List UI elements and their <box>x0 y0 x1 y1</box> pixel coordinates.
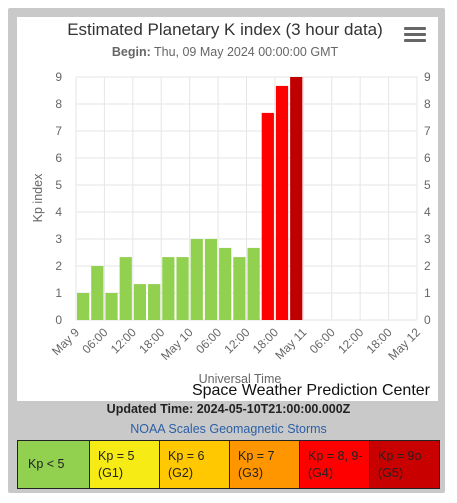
y-tick-label-left: 6 <box>55 151 62 165</box>
chart-title: Estimated Planetary K index (3 hour data… <box>67 20 383 39</box>
y-tick-label-right: 6 <box>424 151 431 165</box>
y-tick-label-left: 9 <box>55 70 62 84</box>
x-tick-label: May 10 <box>158 325 196 363</box>
x-tick-label: 12:00 <box>335 325 366 356</box>
kp-bar <box>119 257 132 320</box>
legend-scale: (G4) <box>308 465 333 480</box>
y-tick-label-right: 7 <box>424 124 431 138</box>
kp-bar <box>247 247 260 320</box>
legend-cell: Kp = 7 (G3) <box>230 441 300 488</box>
y-tick-label-right: 9 <box>424 70 431 84</box>
kp-bar <box>133 284 147 320</box>
y-tick-label-left: 8 <box>55 97 62 111</box>
subtitle-label: Begin: <box>111 45 151 59</box>
kp-bar <box>275 85 289 320</box>
legend-scale: (G1) <box>98 465 123 480</box>
y-tick-label-left: 4 <box>55 205 62 219</box>
x-tick-label: 06:00 <box>193 325 224 356</box>
legend-cell: Kp = 9o (G5) <box>370 441 439 488</box>
legend-cell: Kp = 8, 9- (G4) <box>300 441 370 488</box>
y-tick-label-left: 7 <box>55 124 62 138</box>
y-tick-label-left: 3 <box>55 232 62 246</box>
kp-bar <box>261 112 274 320</box>
x-tick-label: 12:00 <box>221 325 252 356</box>
y-tick-label-right: 1 <box>424 286 431 300</box>
y-tick-label-right: 3 <box>424 232 431 246</box>
legend-scale: (G2) <box>168 465 193 480</box>
hamburger-menu-icon[interactable] <box>404 27 426 47</box>
y-tick-label-right: 0 <box>424 313 431 327</box>
x-tick-label: 06:00 <box>307 325 338 356</box>
kp-bar <box>233 257 246 320</box>
kp-bar <box>176 257 189 320</box>
legend-label: Kp = 6 <box>168 448 205 463</box>
updated-time: Updated Time: 2024-05-10T21:00:00.000Z <box>106 402 351 416</box>
legend-scale: (G5) <box>378 465 403 480</box>
kp-bar <box>190 239 203 320</box>
chart-credit: Space Weather Prediction Center <box>192 382 431 399</box>
y-tick-label-left: 5 <box>55 178 62 192</box>
legend-label: Kp = 5 <box>98 448 135 463</box>
legend-label: Kp = 9o <box>378 448 422 463</box>
legend-label: Kp = 7 <box>238 448 275 463</box>
legend-label: Kp = 8, 9- <box>308 448 363 463</box>
y-tick-label-right: 5 <box>424 178 431 192</box>
y-tick-label-left: 1 <box>55 286 62 300</box>
y-tick-label-right: 8 <box>424 97 431 111</box>
y-tick-label-right: 4 <box>424 205 431 219</box>
legend-cell: Kp = 6 (G2) <box>160 441 230 488</box>
chart-panel <box>17 17 438 401</box>
kp-bar <box>148 284 161 320</box>
subtitle-value: Thu, 09 May 2024 00:00:00 GMT <box>150 45 339 59</box>
kp-bar <box>219 247 232 320</box>
x-tick-label: 06:00 <box>79 325 110 356</box>
x-tick-label: 12:00 <box>108 325 139 356</box>
legend-scale: (G3) <box>238 465 263 480</box>
kp-bar <box>290 77 303 320</box>
y-tick-label-left: 0 <box>55 313 62 327</box>
kp-bar <box>77 293 90 320</box>
kp-legend-table: Kp < 5 Kp = 5 (G1) Kp = 6 (G2) Kp = 7 (G3) Kp =… <box>17 440 440 489</box>
noaa-scales-link[interactable]: NOAA Scales Geomagnetic Storms <box>130 422 327 436</box>
x-tick-label: May 12 <box>385 325 423 363</box>
kp-bar <box>162 257 175 320</box>
kp-bar <box>204 239 218 320</box>
kp-bar <box>105 293 118 320</box>
y-tick-label-left: 2 <box>55 259 62 273</box>
legend-label: Kp < 5 <box>28 457 65 471</box>
x-tick-label: May 9 <box>49 325 82 358</box>
chart-subtitle: Begin: Thu, 09 May 2024 00:00:00 GMT <box>0 45 450 59</box>
x-tick-label: May 11 <box>272 325 309 362</box>
y-axis-title: Kp index <box>31 173 45 222</box>
x-axis-title: Universal Time <box>199 372 282 386</box>
kp-bar <box>91 266 104 320</box>
legend-cell: Kp < 5 <box>18 441 90 488</box>
legend-cell: Kp = 5 (G1) <box>90 441 160 488</box>
y-tick-label-right: 2 <box>424 259 431 273</box>
